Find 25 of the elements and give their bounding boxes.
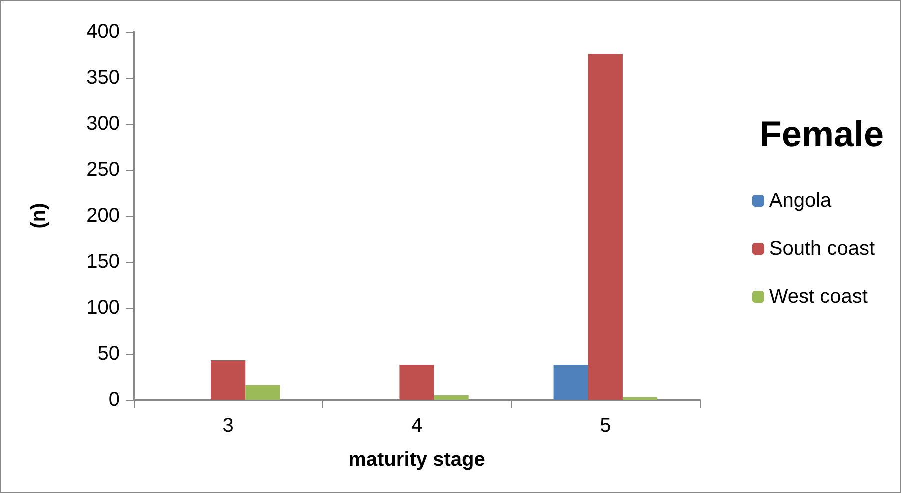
- y-tick-label: 200: [86, 205, 120, 227]
- y-axis-title: (n): [28, 203, 50, 229]
- legend-label: West coast: [769, 286, 868, 308]
- y-tick-label: 250: [86, 159, 120, 181]
- y-tick-label: 150: [86, 251, 120, 273]
- y-tick-label: 300: [86, 113, 120, 135]
- y-tick-label: 100: [86, 297, 120, 319]
- legend-title: Female: [760, 114, 884, 154]
- y-tick-label: 0: [108, 389, 120, 411]
- x-tick-label: 4: [411, 415, 423, 437]
- bar: [622, 397, 658, 400]
- bar: [400, 365, 434, 400]
- bar: [246, 385, 280, 400]
- y-tick-label: 350: [86, 67, 120, 89]
- bar: [211, 360, 246, 400]
- bar: [434, 395, 469, 400]
- legend-label: Angola: [769, 190, 833, 212]
- x-tick-label: 5: [600, 415, 612, 437]
- bar: [588, 54, 623, 400]
- y-tick-label: 50: [98, 343, 120, 365]
- bar: [554, 365, 588, 400]
- y-tick-label: 400: [86, 21, 120, 43]
- legend-label: South coast: [769, 238, 876, 260]
- x-axis-title: maturity stage: [348, 449, 486, 471]
- x-tick-label: 3: [222, 415, 234, 437]
